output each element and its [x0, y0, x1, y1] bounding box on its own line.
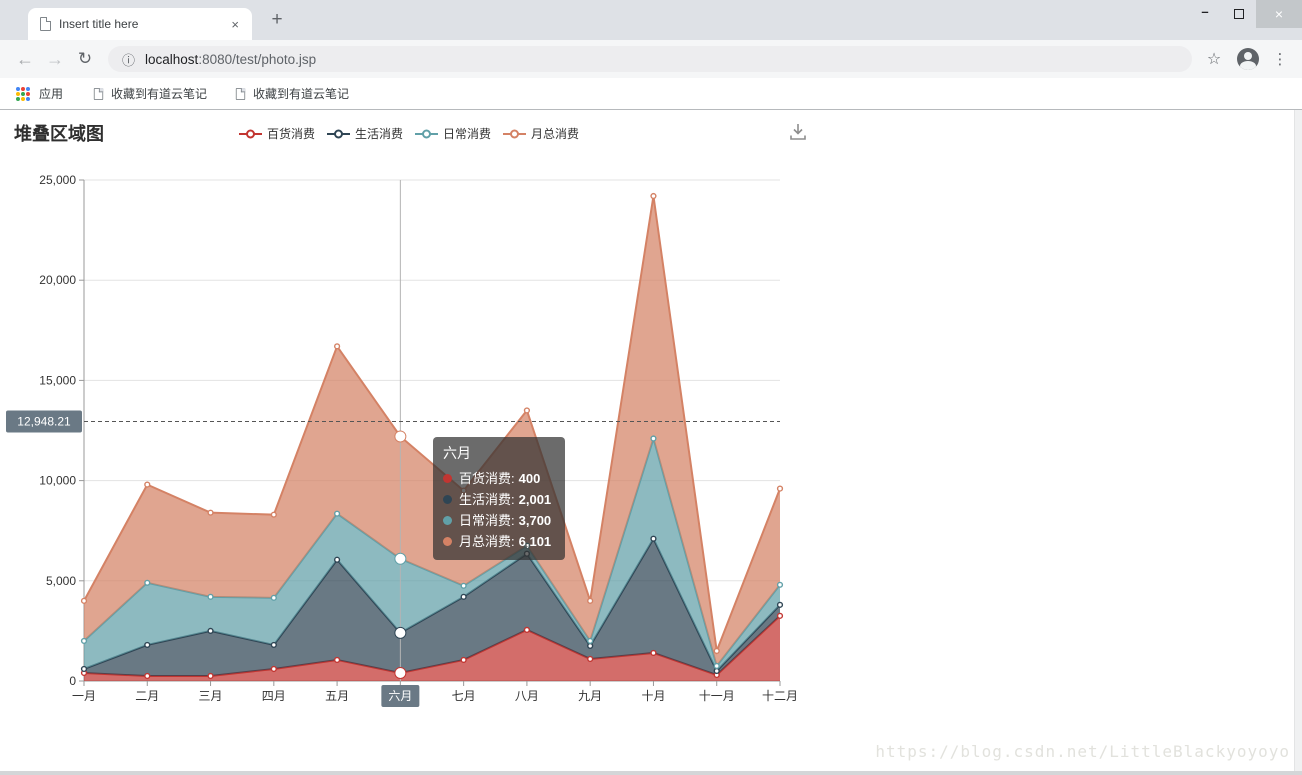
- legend-line-icon: [415, 129, 439, 138]
- save-as-image-button[interactable]: [786, 120, 810, 144]
- x-tick-label: 三月: [199, 689, 223, 703]
- area-series-0: [84, 615, 780, 681]
- legend-item-2[interactable]: 日常消费: [414, 125, 491, 142]
- tab-title: Insert title here: [59, 17, 139, 31]
- x-axis-pointer-badge: [381, 685, 420, 707]
- page-content: 堆叠区域图 百货消费 生活消费 日常消费 月总消费 0 5,000 10,000 15,00…: [0, 110, 1302, 771]
- reload-icon[interactable]: ↻: [77, 49, 93, 68]
- page-favicon-icon: [40, 17, 51, 31]
- browser-tab[interactable]: Insert title here ×: [28, 8, 252, 40]
- line-series-3: [83, 195, 781, 655]
- legend-label: 生活消费: [355, 127, 404, 141]
- bookmark-page-icon: [235, 87, 246, 100]
- scrollbar[interactable]: [1294, 110, 1302, 771]
- y-tick-label: 25,000: [39, 173, 76, 187]
- url-path: :8080/test/photo.jsp: [198, 51, 317, 67]
- legend-label: 月总消费: [531, 127, 580, 141]
- x-tick-label: 八月: [515, 689, 539, 703]
- bookmarks-bar: 应用 收藏到有道云笔记 收藏到有道云笔记: [0, 78, 1302, 110]
- new-tab-button[interactable]: +: [271, 9, 283, 30]
- url-text: localhost:8080/test/photo.jsp: [145, 52, 316, 67]
- x-tick-label: 二月: [135, 689, 159, 703]
- bookmark-star-icon[interactable]: ☆: [1206, 51, 1222, 68]
- close-button[interactable]: ×: [1256, 0, 1302, 28]
- browser-menu-icon[interactable]: ⋮: [1272, 51, 1288, 68]
- tab-close-icon[interactable]: ×: [231, 16, 239, 32]
- apps-grid-icon[interactable]: [16, 86, 30, 101]
- tab-strip: Insert title here × + – ×: [0, 0, 1302, 40]
- x-tick-label: 一月: [72, 689, 96, 703]
- legend-label: 百货消费: [267, 127, 316, 141]
- y-tick-label: 15,000: [39, 373, 76, 387]
- x-tick-label: 九月: [578, 689, 602, 703]
- x-tick-label: 四月: [262, 689, 286, 703]
- bookmark-item[interactable]: 收藏到有道云笔记: [93, 85, 207, 102]
- browser-toolbar: ← → ↻ ⓘ localhost:8080/test/photo.jsp ☆ …: [0, 40, 1302, 78]
- highlight-point: [394, 626, 407, 639]
- forward-icon[interactable]: →: [46, 48, 64, 69]
- bookmark-item[interactable]: 收藏到有道云笔记: [235, 85, 349, 102]
- x-tick-label: 十月: [641, 689, 665, 703]
- legend-item-1[interactable]: 生活消费: [326, 125, 403, 142]
- apps-label[interactable]: 应用: [39, 87, 64, 101]
- y-tick-label: 20,000: [39, 273, 76, 287]
- highlight-point: [394, 430, 407, 443]
- y-tick-label: 5,000: [46, 574, 76, 588]
- y-axis-pointer-value: 12,948.21: [17, 415, 71, 429]
- back-icon[interactable]: ←: [16, 48, 34, 69]
- url-host: localhost: [145, 51, 199, 67]
- bookmark-label: 收藏到有道云笔记: [111, 87, 208, 101]
- legend-line-icon: [503, 129, 527, 138]
- y-axis-pointer-badge: [6, 410, 82, 433]
- minimize-button[interactable]: –: [1201, 3, 1209, 19]
- area-series-2: [84, 438, 780, 671]
- chart-title: 堆叠区域图: [14, 124, 104, 144]
- info-icon[interactable]: ⓘ: [122, 52, 136, 68]
- maximize-button[interactable]: [1222, 0, 1256, 28]
- address-bar[interactable]: ⓘ localhost:8080/test/photo.jsp: [108, 46, 1192, 72]
- x-tick-label: 十一月: [699, 689, 735, 703]
- legend-item-0[interactable]: 百货消费: [238, 125, 315, 142]
- x-tick-label: 七月: [452, 689, 476, 703]
- y-tick-label: 10,000: [39, 474, 76, 488]
- legend-line-icon: [327, 129, 351, 138]
- area-series-3: [84, 196, 780, 666]
- highlight-point: [394, 552, 407, 565]
- watermark: https://blog.csdn.net/LittleBlackyoyoyo: [875, 742, 1290, 761]
- download-icon: [790, 124, 806, 140]
- x-tick-label: 十二月: [762, 689, 798, 703]
- maximize-icon: [1234, 9, 1244, 19]
- bookmark-label: 收藏到有道云笔记: [253, 87, 350, 101]
- stacked-area-chart[interactable]: 0 5,000 10,000 15,000 20,000 25,000 一月 二月 三月 四月 五月…: [0, 160, 810, 710]
- chart-legend: 百货消费 生活消费 日常消费 月总消费: [238, 125, 579, 142]
- legend-label: 日常消费: [443, 127, 492, 141]
- legend-line-icon: [239, 129, 262, 138]
- highlight-point: [394, 666, 407, 679]
- window-controls: – ×: [1188, 0, 1302, 28]
- profile-avatar[interactable]: [1237, 48, 1259, 70]
- legend-item-3[interactable]: 月总消费: [502, 125, 579, 142]
- y-tick-label: 0: [69, 674, 76, 688]
- bookmark-page-icon: [93, 87, 104, 100]
- x-tick-label-active: 六月: [388, 689, 412, 703]
- x-tick-label: 五月: [325, 689, 349, 703]
